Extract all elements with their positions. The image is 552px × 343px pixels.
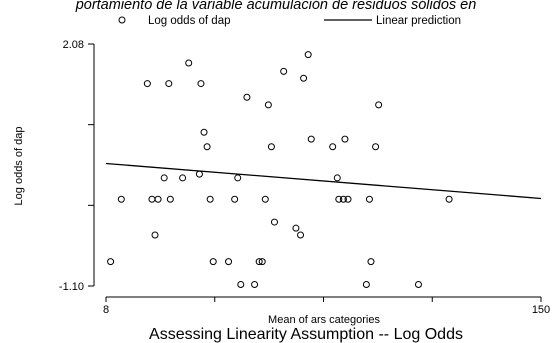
scatter-point	[339, 195, 347, 203]
scatter-point	[200, 128, 208, 136]
linear-prediction-line	[105, 162, 542, 200]
prediction-line-group	[105, 162, 542, 200]
scatter-point	[143, 80, 151, 88]
scatter-point	[117, 195, 125, 203]
scatter-point	[280, 67, 288, 75]
scatter-point	[154, 195, 162, 203]
scatter-point	[329, 143, 337, 151]
scatter-point	[179, 174, 187, 182]
scatter-point	[166, 195, 174, 203]
legend-label-scatter: Log odds of dap	[148, 15, 231, 27]
legend-marker-scatter	[118, 16, 126, 24]
scatter-point	[365, 195, 373, 203]
legend: Log odds of dap Linear prediction	[118, 15, 461, 27]
scatter-point	[234, 174, 242, 182]
scatter-point	[148, 195, 156, 203]
scatter-point	[225, 258, 233, 266]
figure-caption: Assessing Linearity Assumption -- Log Od…	[149, 326, 463, 343]
axes: 2.08 -1.10 8 150	[59, 39, 550, 316]
scatter-point	[292, 224, 300, 232]
x-axis-title: Mean of ars categories	[268, 314, 380, 326]
scatter-point	[255, 258, 263, 266]
scatter-point	[333, 174, 341, 182]
scatter-point	[335, 195, 343, 203]
scatter-point	[195, 170, 203, 178]
legend-label-line: Linear prediction	[376, 15, 461, 27]
scatter-point	[197, 80, 205, 88]
scatter-point	[344, 195, 352, 203]
scatter-point	[243, 93, 251, 101]
scatter-point	[297, 231, 305, 239]
y-tick-label: -1.10	[59, 281, 84, 293]
y-tick-label: 2.08	[63, 39, 84, 51]
x-tick-label: 8	[103, 304, 109, 316]
scatter-point	[372, 143, 380, 151]
scatter-point	[445, 195, 453, 203]
scatter-point	[375, 101, 383, 109]
scatter-point	[209, 258, 217, 266]
scatter-point	[151, 231, 159, 239]
scatter-point	[231, 195, 239, 203]
scatter-point	[367, 258, 375, 266]
scatter-point	[300, 74, 308, 82]
scatter-point	[307, 135, 315, 143]
scatter-points	[107, 51, 453, 288]
scatter-point	[414, 280, 422, 288]
scatter-point	[165, 80, 173, 88]
x-ticks: 8 150	[103, 297, 550, 316]
scatter-point	[185, 59, 193, 67]
scatter-point	[206, 195, 214, 203]
scatter-point	[264, 101, 272, 109]
scatter-point	[341, 135, 349, 143]
scatter-point	[261, 195, 269, 203]
scatter-point	[107, 258, 115, 266]
scatter-point	[203, 143, 211, 151]
scatter-point	[251, 280, 259, 288]
scatter-point	[304, 51, 312, 59]
y-axis-title: Log odds of dap	[13, 127, 25, 206]
scatter-point	[237, 280, 245, 288]
scatter-point	[362, 280, 370, 288]
x-tick-label: 150	[532, 304, 550, 316]
scatter-point	[267, 143, 275, 151]
chart-title: portamiento de la variable acumulación d…	[75, 0, 477, 13]
scatter-point	[270, 218, 278, 226]
scatter-point	[160, 174, 168, 182]
y-ticks: 2.08 -1.10	[59, 39, 94, 293]
scatter-point	[258, 258, 266, 266]
